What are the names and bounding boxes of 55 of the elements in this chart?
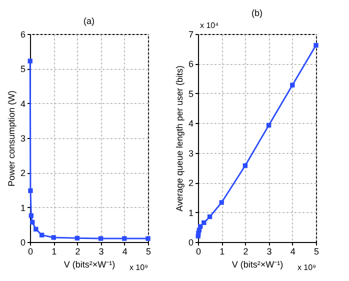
- x-tick-label: 2: [75, 246, 80, 256]
- point: [122, 236, 127, 241]
- y-axis-title: Power consumption (W): [6, 90, 16, 187]
- y-tick-label: 6: [188, 59, 194, 70]
- x-axis-title: V (bits²×W⁻¹): [232, 260, 284, 270]
- point: [98, 236, 104, 241]
- text: x 10⁹: [297, 263, 316, 272]
- x-tick-label: 5: [146, 246, 152, 256]
- x-axis-title: V (bits²×W⁻¹): [64, 260, 116, 270]
- point: [266, 122, 272, 128]
- point: [314, 42, 318, 48]
- x-tick-label: 1: [220, 246, 225, 256]
- point: [28, 58, 32, 64]
- point: [202, 220, 206, 226]
- x-tick-label: 0: [196, 246, 202, 256]
- point: [28, 213, 34, 218]
- x-tick-label: 4: [122, 246, 128, 256]
- point: [219, 200, 224, 205]
- y-tick-label: 3: [20, 134, 26, 144]
- point: [51, 235, 56, 240]
- chart-title: (a): [84, 16, 94, 26]
- y-tick-label: 4: [188, 118, 194, 129]
- x-tick-label: 3: [266, 246, 272, 256]
- y-tick-label: 3: [188, 148, 194, 158]
- point: [74, 236, 80, 241]
- point: [34, 226, 38, 232]
- point: [290, 82, 295, 88]
- y-tick-label: 0: [188, 238, 194, 248]
- point: [146, 236, 150, 241]
- chart-title: (b): [252, 8, 262, 18]
- x-tick-label: 5: [314, 246, 320, 256]
- point: [207, 214, 212, 220]
- y-tick-label: 1: [188, 208, 194, 218]
- y-tick-label: 7: [188, 30, 194, 40]
- x-tick-label: 3: [98, 246, 104, 256]
- point: [28, 188, 33, 194]
- y-tick-label: 0: [20, 238, 26, 248]
- y-tick-label: 5: [20, 64, 26, 74]
- y-tick-label: 4: [20, 98, 26, 109]
- y-tick-label: 1: [20, 202, 26, 213]
- text: x 10⁴: [200, 21, 220, 30]
- y-tick-label: 6: [20, 30, 26, 40]
- y-tick-label: 5: [188, 88, 194, 99]
- text: x 10⁹: [129, 263, 148, 272]
- point: [39, 232, 44, 238]
- x-tick-label: 0: [28, 246, 34, 256]
- point: [242, 163, 248, 168]
- point: [198, 224, 203, 229]
- point: [30, 220, 35, 225]
- y-axis-title: Average queue length per user (bits): [174, 66, 184, 212]
- x-tick-label: 1: [52, 246, 57, 256]
- x-tick-label: 2: [243, 246, 248, 256]
- y-tick-label: 2: [20, 168, 26, 178]
- x-tick-label: 4: [290, 246, 296, 256]
- y-tick-label: 2: [188, 178, 194, 188]
